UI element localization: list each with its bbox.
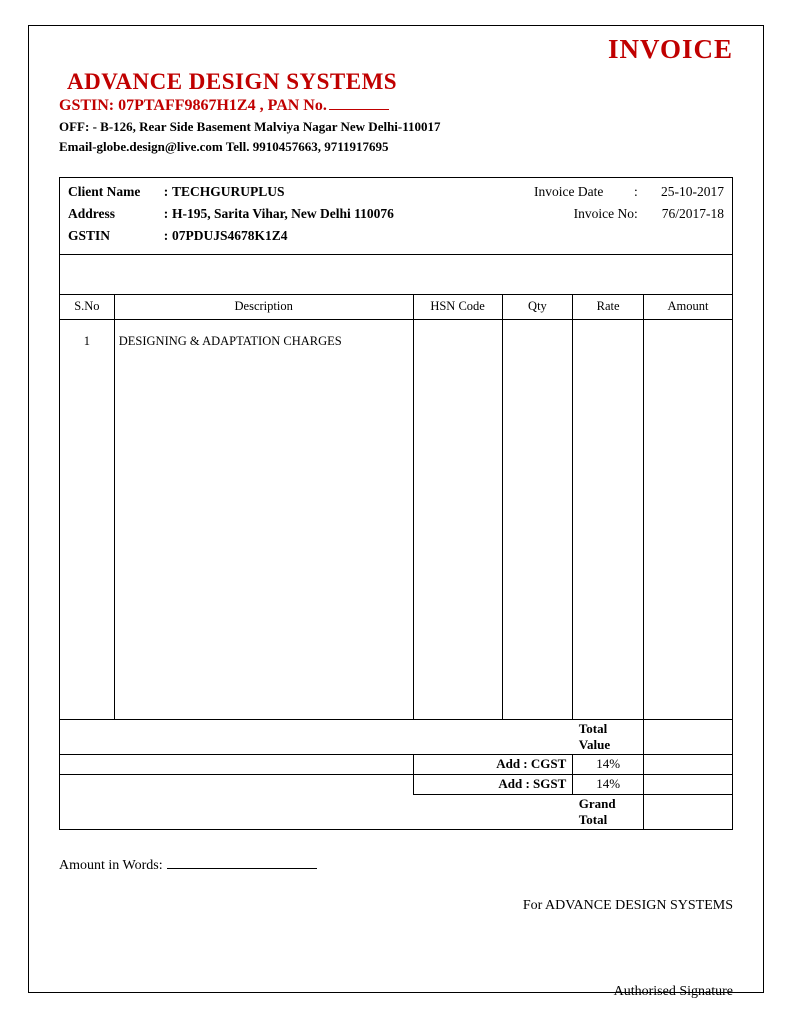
page-title: INVOICE — [59, 34, 733, 65]
sgst-label: Add : SGST — [413, 774, 573, 794]
invoice-no-label: Invoice No — [534, 206, 634, 222]
grand-total-amount — [644, 794, 733, 829]
invoice-document: INVOICE ADVANCE DESIGN SYSTEMS GSTIN: 07… — [28, 25, 764, 993]
table-row: 1 DESIGNING & ADAPTATION CHARGES — [60, 319, 733, 719]
cgst-rate: 14% — [573, 754, 644, 774]
th-qty: Qty — [502, 295, 573, 319]
company-name: ADVANCE DESIGN SYSTEMS — [67, 69, 733, 95]
invoice-no-value: 76/2017-18 — [646, 206, 724, 222]
cgst-row: Add : CGST 14% — [60, 754, 733, 774]
amount-in-words: Amount in Words: — [59, 858, 733, 874]
words-label: Amount in Words: — [59, 858, 163, 873]
th-sno: S.No — [60, 295, 115, 319]
sgst-rate: 14% — [573, 774, 644, 794]
company-contact: Email-globe.design@live.com Tell. 991045… — [59, 139, 733, 155]
for-line: For ADVANCE DESIGN SYSTEMS — [59, 898, 733, 914]
cell-rate — [573, 319, 644, 719]
blank-strip — [59, 255, 733, 295]
for-prefix: For — [523, 898, 545, 913]
total-value-row: Total Value — [60, 720, 733, 755]
total-value-label: Total Value — [573, 720, 644, 755]
pan-blank — [329, 109, 389, 110]
invoice-meta: Invoice Date : 25-10-2017 Invoice No : 7… — [534, 184, 724, 222]
invoice-date-value: 25-10-2017 — [646, 184, 724, 200]
invoice-date-label: Invoice Date — [534, 184, 634, 200]
sgst-amount — [644, 774, 733, 794]
sgst-row: Add : SGST 14% — [60, 774, 733, 794]
cgst-amount — [644, 754, 733, 774]
table-header-row: S.No Description HSN Code Qty Rate Amoun… — [60, 295, 733, 319]
cell-qty — [502, 319, 573, 719]
gstin-value: 07PTAFF9867H1Z4 — [118, 97, 255, 114]
signature-label: Authorised Signature — [59, 984, 733, 1000]
gstin-prefix: GSTIN: — [59, 97, 118, 114]
totals-table: Total Value Add : CGST 14% Add : SGST 14… — [59, 720, 733, 830]
client-gstin-label: GSTIN — [68, 228, 160, 244]
th-amount: Amount — [644, 295, 733, 319]
pan-prefix: , PAN No. — [256, 97, 327, 114]
client-name-label: Client Name — [68, 184, 160, 200]
cell-sno: 1 — [60, 319, 115, 719]
cell-hsn — [413, 319, 502, 719]
th-rate: Rate — [573, 295, 644, 319]
cell-description: DESIGNING & ADAPTATION CHARGES — [114, 319, 413, 719]
th-hsn: HSN Code — [413, 295, 502, 319]
cell-amount — [644, 319, 733, 719]
client-gstin-value: 07PDUJS4678K1Z4 — [172, 228, 724, 244]
company-address: OFF: - B-126, Rear Side Basement Malviya… — [59, 119, 733, 135]
items-table: S.No Description HSN Code Qty Rate Amoun… — [59, 295, 733, 720]
th-description: Description — [114, 295, 413, 319]
words-blank — [167, 868, 317, 869]
client-address-label: Address — [68, 206, 160, 222]
cgst-label: Add : CGST — [413, 754, 573, 774]
gstin-line: GSTIN: 07PTAFF9867H1Z4 , PAN No. — [59, 97, 733, 115]
client-box: Client Name : TECHGURUPLUS Address : H-1… — [59, 177, 733, 255]
total-value-amount — [644, 720, 733, 755]
for-company: ADVANCE DESIGN SYSTEMS — [545, 898, 733, 913]
grand-total-label: Grand Total — [573, 794, 644, 829]
grand-total-row: Grand Total — [60, 794, 733, 829]
